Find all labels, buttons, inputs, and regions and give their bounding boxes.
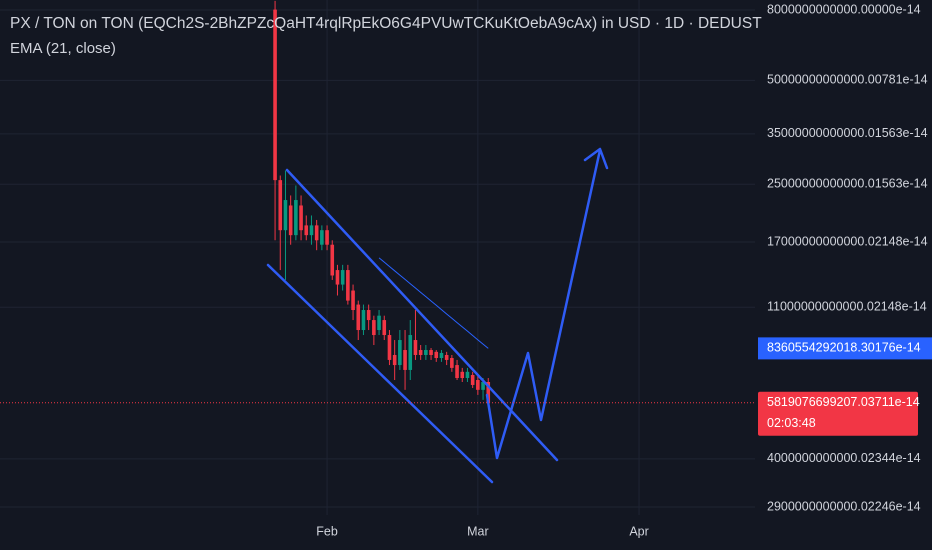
candle-body — [330, 244, 335, 276]
y-tick-label: 8000000000000.00000e-14 — [767, 2, 921, 16]
candle-body — [382, 320, 387, 336]
candle-body — [356, 304, 361, 331]
candle-body — [470, 374, 475, 385]
candle-body — [299, 205, 303, 231]
candle-body — [398, 340, 402, 366]
candle-body — [372, 320, 376, 336]
ema-layer — [378, 257, 489, 349]
candle-body — [392, 354, 397, 366]
candles — [273, 0, 491, 405]
candle-body — [450, 358, 454, 368]
candle-body — [486, 382, 491, 403]
x-tick-label: Feb — [316, 524, 338, 538]
candle-body — [377, 315, 381, 331]
candle-body — [403, 350, 407, 370]
candle-body — [346, 270, 350, 301]
y-tick-label: 2900000000000.02246e-14 — [767, 499, 921, 513]
candle-body — [434, 351, 439, 359]
grid — [0, 0, 755, 515]
drawings — [266, 147, 609, 484]
candle-body — [413, 340, 418, 355]
ema-line — [378, 257, 489, 349]
candle-body — [408, 335, 413, 370]
candle-body — [325, 230, 329, 245]
candle-body — [465, 371, 470, 379]
channel-upper — [285, 168, 559, 462]
ema-price-label: 8360554292018.30176e-14 — [767, 341, 921, 355]
candle-body — [366, 310, 371, 321]
candle-body — [294, 200, 298, 236]
ema-price-badge — [758, 337, 932, 360]
y-tick-label: 25000000000000.01563e-14 — [767, 177, 928, 191]
candle-body — [481, 382, 485, 390]
candle-body — [340, 270, 345, 285]
y-tick-label: 11000000000000.02148e-14 — [767, 300, 927, 314]
candle-body — [476, 380, 480, 390]
candle-body — [278, 180, 283, 231]
candle-body — [335, 270, 340, 285]
candle-body — [429, 350, 433, 355]
y-tick-label: 17000000000000.02148e-14 — [767, 234, 928, 248]
y-tick-label: 50000000000000.00781e-14 — [767, 73, 928, 87]
last-price-label: 5819076699207.03711e-14 — [767, 395, 920, 409]
projection-arrow — [485, 148, 602, 460]
y-tick-label: 4000000000000.02344e-14 — [767, 451, 921, 465]
candle-body — [424, 350, 428, 355]
candle-body — [455, 365, 459, 379]
candle-body — [351, 290, 355, 311]
candle-body — [314, 225, 319, 241]
candle-body — [309, 225, 314, 236]
candle-body — [460, 371, 465, 379]
x-tick-label: Apr — [629, 524, 648, 538]
candle-body — [273, 9, 277, 181]
channel-lower — [266, 263, 494, 484]
y-tick-label: 35000000000000.01563e-14 — [767, 126, 928, 140]
candle-body — [361, 310, 366, 331]
candle-body — [320, 230, 324, 245]
countdown: 02:03:48 — [767, 416, 816, 430]
candle-body — [283, 200, 288, 231]
candle-body — [439, 352, 444, 359]
candle-body — [418, 350, 423, 355]
chart-title: PX / TON on TON (EQCh2S-2BhZPZcQaHT4rqlR… — [10, 15, 762, 32]
candle-body — [444, 354, 449, 360]
candle-body — [304, 225, 309, 236]
arrow-head — [583, 147, 609, 170]
overlay: 8000000000000.00000e-14 50000000000000.00… — [0, 2, 932, 538]
last-price-badge — [758, 391, 918, 436]
legend-entry: EMA (21, close) — [10, 40, 116, 57]
x-tick-label: Mar — [467, 524, 489, 538]
candle-body — [387, 335, 392, 360]
candle-body — [288, 205, 293, 236]
